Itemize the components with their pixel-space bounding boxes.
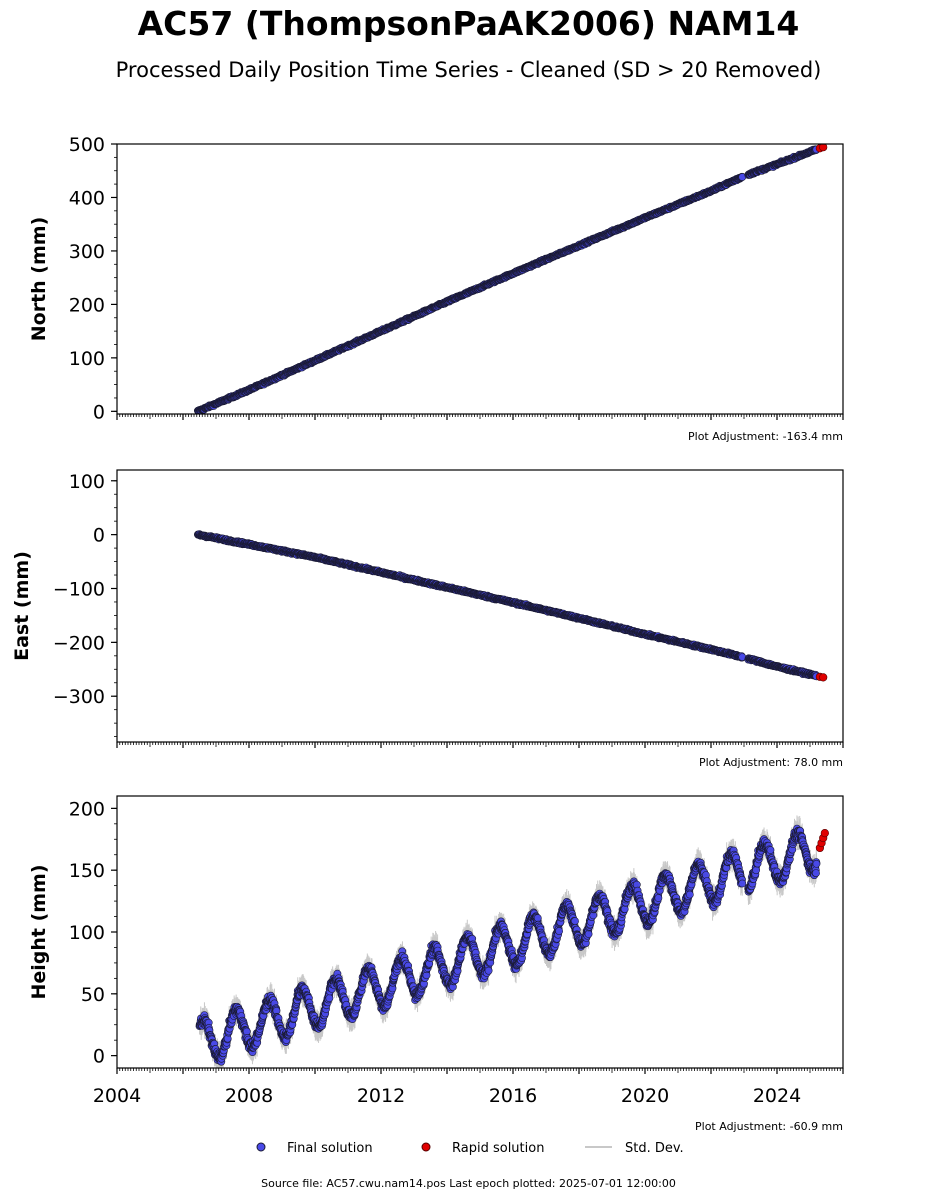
data-layer — [193, 530, 828, 682]
y-tick-label: 100 — [69, 348, 105, 370]
y-tick-label: 300 — [69, 241, 105, 263]
data-layer — [194, 144, 828, 414]
rapid-points — [815, 144, 828, 153]
y-tick-label: 500 — [69, 134, 105, 156]
final-points — [193, 530, 821, 681]
rapid-points — [815, 672, 828, 682]
y-axis-label: East (mm) — [11, 551, 33, 661]
final-points — [194, 145, 821, 414]
y-axis-label: North (mm) — [28, 217, 50, 342]
y-tick-label: 400 — [69, 187, 105, 209]
chart-title: AC57 (ThompsonPaAK2006) NAM14 — [137, 4, 800, 43]
panel-east: 100 0 −100 −200 −300 East (mm) Plot Adjustment… — [11, 469, 844, 769]
rapid-point — [819, 144, 828, 152]
plot-adjustment-label: Plot Adjustment: -163.4 mm — [688, 430, 843, 443]
y-tick-label: −200 — [53, 632, 105, 654]
rapid-point — [819, 673, 828, 682]
y-tick-label: −100 — [53, 578, 105, 600]
y-tick-label: 0 — [93, 401, 105, 423]
plot-adjustment-label: Plot Adjustment: 78.0 mm — [699, 756, 843, 769]
y-tick-label: −300 — [53, 686, 105, 708]
y-tick-label: 100 — [69, 471, 105, 493]
data-layer — [195, 815, 829, 1068]
panel-north: 0 100 200 300 400 500 North (mm) Plot Adjustmen… — [28, 134, 844, 443]
panels: 0 100 200 300 400 500 North (mm) Plot Adjustmen… — [11, 134, 844, 1133]
y-tick-label: 0 — [93, 525, 105, 547]
y-tick-label: 200 — [69, 294, 105, 316]
axes-frame — [116, 469, 844, 743]
chart-subtitle: Processed Daily Position Time Series - C… — [115, 58, 822, 82]
